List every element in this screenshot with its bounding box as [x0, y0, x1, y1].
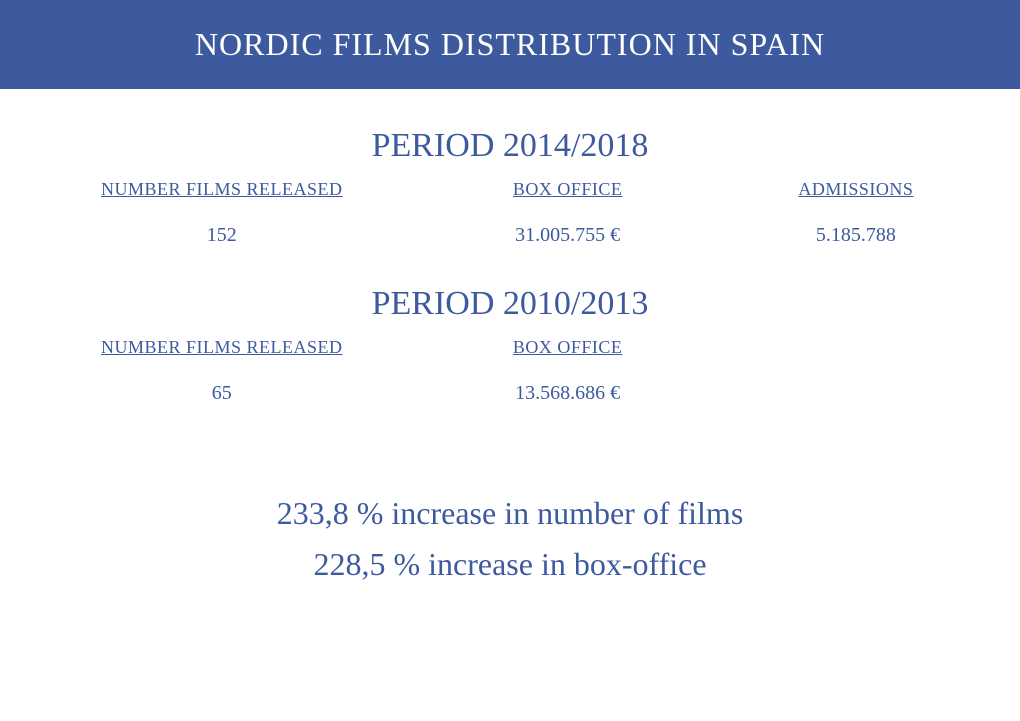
page-header: NORDIC FILMS DISTRIBUTION IN SPAIN: [0, 0, 1020, 89]
period-2-col-spacer: [712, 337, 1000, 405]
period-1-col-films: NUMBER FILMS RELEASED 152: [20, 179, 424, 247]
period-2-col-films: NUMBER FILMS RELEASED 65: [20, 337, 424, 405]
summary-line-films: 233,8 % increase in number of films: [20, 495, 1000, 532]
col-value: 31.005.755 €: [424, 224, 712, 247]
col-header: BOX OFFICE: [424, 179, 712, 200]
col-header: NUMBER FILMS RELEASED: [20, 179, 424, 200]
period-2-col-boxoffice: BOX OFFICE 13.568.686 €: [424, 337, 712, 405]
summary: 233,8 % increase in number of films 228,…: [20, 495, 1000, 583]
period-1-col-boxoffice: BOX OFFICE 31.005.755 €: [424, 179, 712, 247]
col-value: 152: [20, 224, 424, 247]
period-1-col-admissions: ADMISSIONS 5.185.788: [712, 179, 1000, 247]
col-value: 13.568.686 €: [424, 382, 712, 405]
period-2-columns: NUMBER FILMS RELEASED 65 BOX OFFICE 13.5…: [20, 337, 1000, 405]
period-1-columns: NUMBER FILMS RELEASED 152 BOX OFFICE 31.…: [20, 179, 1000, 247]
period-1: PERIOD 2014/2018 NUMBER FILMS RELEASED 1…: [20, 127, 1000, 247]
col-header: BOX OFFICE: [424, 337, 712, 358]
period-2: PERIOD 2010/2013 NUMBER FILMS RELEASED 6…: [20, 285, 1000, 405]
period-2-title: PERIOD 2010/2013: [20, 285, 1000, 323]
col-value: 5.185.788: [712, 224, 1000, 247]
col-header: ADMISSIONS: [712, 179, 1000, 200]
content-area: PERIOD 2014/2018 NUMBER FILMS RELEASED 1…: [0, 127, 1020, 583]
summary-line-boxoffice: 228,5 % increase in box-office: [20, 546, 1000, 583]
period-1-title: PERIOD 2014/2018: [20, 127, 1000, 165]
col-value: 65: [20, 382, 424, 405]
col-header: NUMBER FILMS RELEASED: [20, 337, 424, 358]
